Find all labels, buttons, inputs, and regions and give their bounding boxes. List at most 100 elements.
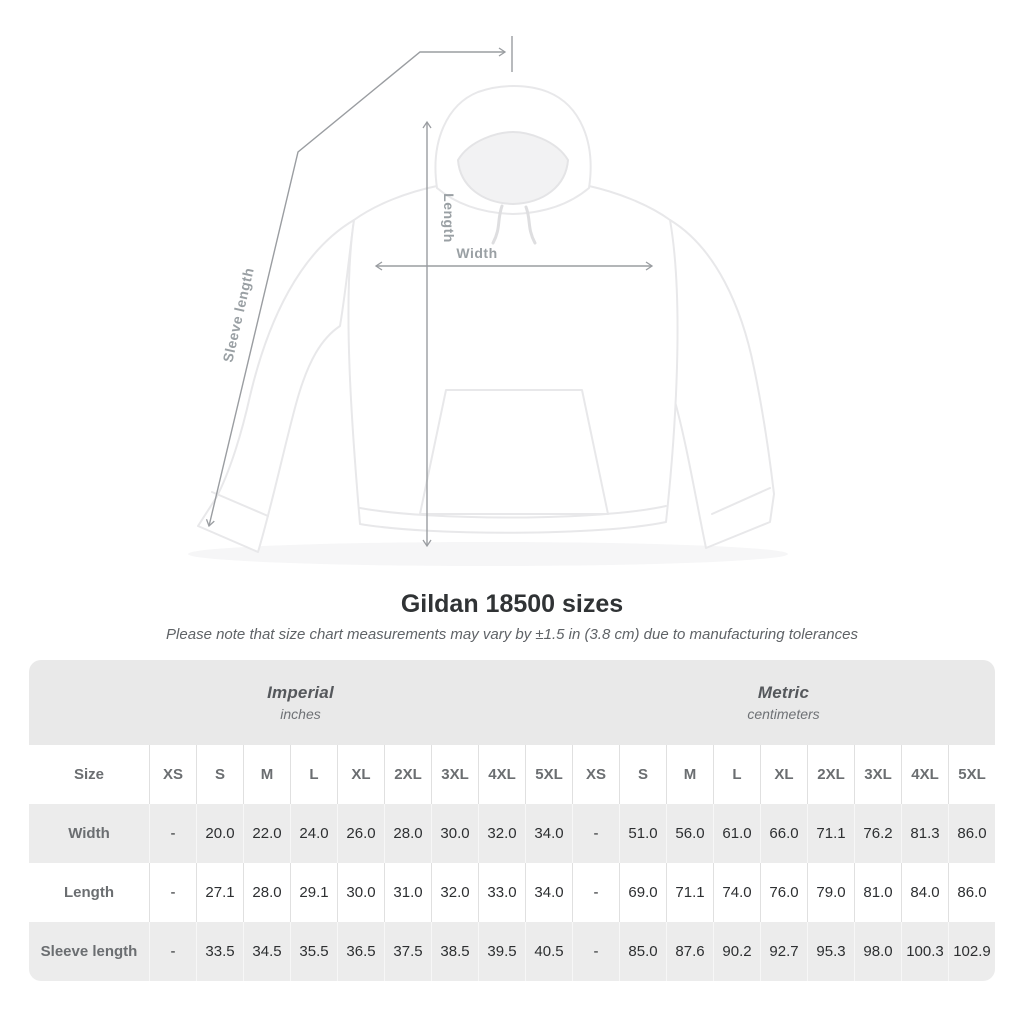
value-cell: 33.5 xyxy=(196,922,243,981)
unit-group-unit: centimeters xyxy=(747,706,820,722)
value-cell: 28.0 xyxy=(384,804,431,863)
row-label: Length xyxy=(64,884,114,901)
value-cell: 34.0 xyxy=(525,863,572,922)
size-column-header: Size xyxy=(73,766,104,783)
value-cell: 84.0 xyxy=(901,863,948,922)
size-col-header: 4XL xyxy=(901,745,948,804)
unit-group-name: Metric xyxy=(757,683,810,702)
row-label: Sleeve length xyxy=(40,943,138,960)
value-cell: 30.0 xyxy=(337,863,384,922)
size-table: Imperial inches Metric centimeters Size XS S M L… xyxy=(29,660,995,981)
value-cell: 32.0 xyxy=(478,804,525,863)
value-cell: 40.5 xyxy=(525,922,572,981)
value-cell: 35.5 xyxy=(290,922,337,981)
size-col-header: 3XL xyxy=(854,745,901,804)
value-cell: 28.0 xyxy=(243,863,290,922)
left-sleeve xyxy=(197,219,355,553)
value-cell: 87.6 xyxy=(666,922,713,981)
size-col-header: S xyxy=(196,745,243,804)
value-cell: 95.3 xyxy=(807,922,854,981)
value-cell: 71.1 xyxy=(666,863,713,922)
size-col-header: M xyxy=(666,745,713,804)
kangaroo-pocket xyxy=(419,389,609,515)
value-cell: 90.2 xyxy=(713,922,760,981)
measurement-row: Length -27.1 28.0 29.1 30.0 31.0 32.0 33.0 34.0-… xyxy=(29,863,995,922)
unit-group-unit: inches xyxy=(280,706,321,722)
value-cell: 76.2 xyxy=(854,804,901,863)
value-cell: 61.0 xyxy=(713,804,760,863)
value-cell: 38.5 xyxy=(431,922,478,981)
value-cell: 71.1 xyxy=(807,804,854,863)
value-cell: 34.5 xyxy=(243,922,290,981)
size-col-header: M xyxy=(243,745,290,804)
value-cell: 79.0 xyxy=(807,863,854,922)
value-cell: 29.1 xyxy=(290,863,337,922)
tolerance-note: Please note that size chart measurements… xyxy=(166,626,858,643)
value-cell: 74.0 xyxy=(713,863,760,922)
value-cell: 37.5 xyxy=(384,922,431,981)
value-cell: 26.0 xyxy=(337,804,384,863)
unit-group-imperial: Imperial inches xyxy=(29,660,572,745)
size-col-header: L xyxy=(290,745,337,804)
value-cell: - xyxy=(572,863,619,922)
measurement-lines xyxy=(205,36,654,548)
value-cell: 51.0 xyxy=(619,804,666,863)
hoodie-illustration xyxy=(188,85,788,566)
value-cell: 20.0 xyxy=(196,804,243,863)
unit-group-name: Imperial xyxy=(267,683,334,702)
value-cell: 22.0 xyxy=(243,804,290,863)
value-cell: 76.0 xyxy=(760,863,807,922)
value-cell: 30.0 xyxy=(431,804,478,863)
value-cell: 32.0 xyxy=(431,863,478,922)
value-cell: 39.5 xyxy=(478,922,525,981)
value-cell: 102.9 xyxy=(948,922,995,981)
measurement-row: Width -20.0 22.0 24.0 26.0 28.0 30.0 32.0 34.0-5… xyxy=(29,804,995,863)
size-col-header: L xyxy=(713,745,760,804)
garment-shadow xyxy=(188,542,788,566)
value-cell: - xyxy=(572,804,619,863)
width-label: Width xyxy=(456,245,497,261)
length-label: Length xyxy=(441,193,457,243)
right-cuff-seam xyxy=(711,487,771,515)
value-cell: 24.0 xyxy=(290,804,337,863)
value-cell: 81.3 xyxy=(901,804,948,863)
value-cell: 92.7 xyxy=(760,922,807,981)
unit-band: Imperial inches Metric centimeters xyxy=(29,660,995,745)
value-cell: 31.0 xyxy=(384,863,431,922)
value-cell: 34.0 xyxy=(525,804,572,863)
value-cell: 33.0 xyxy=(478,863,525,922)
size-col-header: 4XL xyxy=(478,745,525,804)
unit-group-metric: Metric centimeters xyxy=(572,660,995,745)
value-cell: 27.1 xyxy=(196,863,243,922)
size-col-header: XL xyxy=(760,745,807,804)
page-title: Gildan 18500 sizes xyxy=(400,590,624,618)
size-col-header: 2XL xyxy=(384,745,431,804)
size-col-header: S xyxy=(619,745,666,804)
value-cell: 100.3 xyxy=(901,922,948,981)
value-cell: 86.0 xyxy=(948,804,995,863)
measurement-row: Sleeve length - 33.5 34.5 35.5 36.5 37.5 38.5 39… xyxy=(29,922,995,981)
value-cell: - xyxy=(149,863,196,922)
size-col-header: 5XL xyxy=(948,745,995,804)
size-col-header: 3XL xyxy=(431,745,478,804)
size-col-header: XL xyxy=(337,745,384,804)
size-header-row: Size XS S M L XL 2XL 3XL 4XL 5XL XS S M L XL 2XL 3XL 4XL 5… xyxy=(29,745,995,804)
size-col-header: XS xyxy=(572,745,619,804)
value-cell: - xyxy=(572,922,619,981)
value-cell: 81.0 xyxy=(854,863,901,922)
row-label: Width xyxy=(68,825,110,842)
size-col-header: XS xyxy=(149,745,196,804)
value-cell: 85.0 xyxy=(619,922,666,981)
value-cell: 66.0 xyxy=(760,804,807,863)
value-cell: 56.0 xyxy=(666,804,713,863)
value-cell: 98.0 xyxy=(854,922,901,981)
value-cell: 69.0 xyxy=(619,863,666,922)
hoodie-measurement-diagram: Width Length Sleeve length xyxy=(188,36,788,566)
value-cell: 36.5 xyxy=(337,922,384,981)
value-cell: - xyxy=(149,804,196,863)
sleeve-length-arrow xyxy=(205,47,507,528)
size-col-header: 5XL xyxy=(525,745,572,804)
size-col-header: 2XL xyxy=(807,745,854,804)
value-cell: 86.0 xyxy=(948,863,995,922)
